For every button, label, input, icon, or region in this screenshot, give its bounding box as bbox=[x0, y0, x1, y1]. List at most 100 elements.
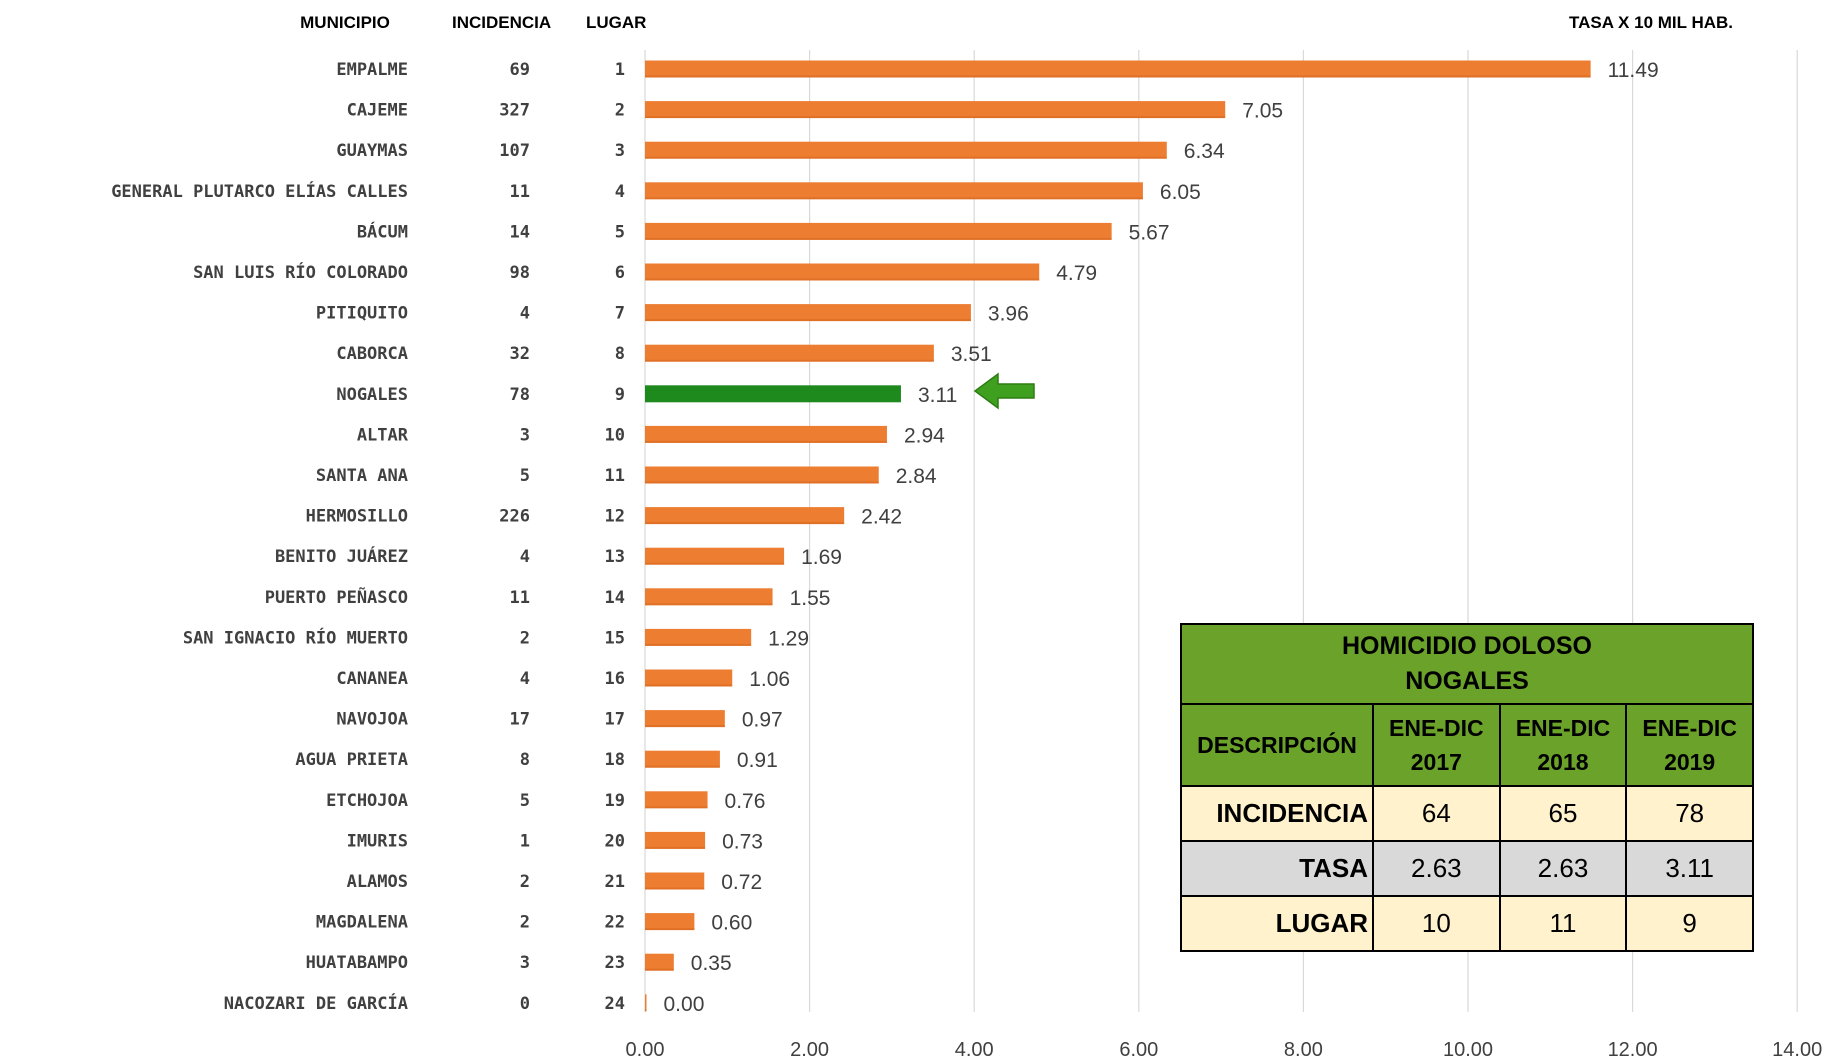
bar-shadow bbox=[645, 562, 785, 565]
x-tick-label: 0.00 bbox=[626, 1039, 665, 1061]
period-year: 2018 bbox=[1537, 749, 1589, 775]
incidencia-value: 5 bbox=[520, 791, 530, 811]
municipio-label: SAN IGNACIO RÍO MUERTO bbox=[183, 626, 408, 648]
table-row-incidencia: INCIDENCIA 64 65 78 bbox=[1180, 785, 1754, 842]
municipio-label: NAVOJOA bbox=[336, 710, 408, 730]
incidencia-value: 226 bbox=[499, 507, 530, 527]
data-label: 1.69 bbox=[801, 546, 842, 569]
table-row-lugar: LUGAR 10 11 9 bbox=[1180, 895, 1754, 952]
bar-shadow bbox=[645, 116, 1226, 119]
chart-row: HERMOSILLO 226 12 2.42 bbox=[306, 506, 902, 529]
chart-row: NACOZARI DE GARCÍA 0 24 0.00 bbox=[224, 992, 705, 1016]
row-label: INCIDENCIA bbox=[1180, 785, 1374, 842]
chart-row: ALAMOS 2 21 0.72 bbox=[347, 871, 763, 894]
period-label: ENE-DIC bbox=[1515, 715, 1611, 741]
municipio-label: HERMOSILLO bbox=[306, 507, 408, 527]
bar-shadow bbox=[645, 643, 752, 646]
data-label: 2.94 bbox=[904, 424, 945, 447]
table-cell: 9 bbox=[1625, 895, 1754, 952]
chart-row: HUATABAMPO 3 23 0.35 bbox=[306, 952, 732, 975]
lugar-value: 3 bbox=[615, 141, 625, 161]
summary-title-line1: HOMICIDIO DOLOSO bbox=[1342, 632, 1592, 660]
bar-shadow bbox=[645, 846, 706, 849]
data-label: 1.29 bbox=[768, 627, 809, 650]
bar bbox=[645, 425, 887, 443]
bar bbox=[645, 953, 674, 971]
incidencia-value: 98 bbox=[510, 263, 530, 283]
incidencia-value: 2 bbox=[520, 913, 530, 933]
period-label: ENE-DIC bbox=[1642, 715, 1737, 741]
lugar-value: 18 bbox=[605, 750, 625, 770]
municipio-label: ALAMOS bbox=[347, 872, 408, 892]
chart-row: MAGDALENA 2 22 0.60 bbox=[316, 912, 752, 935]
chart-row: BENITO JUÁREZ 4 13 1.69 bbox=[275, 545, 842, 569]
municipio-label: MAGDALENA bbox=[316, 913, 408, 933]
bar-shadow bbox=[645, 603, 773, 606]
lugar-value: 1 bbox=[615, 60, 625, 80]
data-label: 5.67 bbox=[1129, 221, 1170, 244]
data-label: 0.76 bbox=[725, 790, 766, 813]
lugar-value: 6 bbox=[615, 263, 625, 283]
summary-title: HOMICIDIO DOLOSO NOGALES bbox=[1180, 623, 1754, 705]
bar-shadow bbox=[645, 725, 725, 728]
data-label: 4.79 bbox=[1056, 262, 1097, 285]
incidencia-value: 4 bbox=[520, 547, 530, 567]
data-label: 2.84 bbox=[896, 465, 937, 488]
bar-shadow bbox=[645, 197, 1143, 200]
chart-row: SAN IGNACIO RÍO MUERTO 2 15 1.29 bbox=[183, 626, 809, 650]
municipio-label: GUAYMAS bbox=[336, 141, 408, 161]
data-label: 0.60 bbox=[711, 912, 752, 935]
data-label: 3.51 bbox=[951, 343, 992, 366]
data-label: 0.00 bbox=[664, 993, 705, 1016]
chart-row: SANTA ANA 5 11 2.84 bbox=[316, 465, 937, 488]
chart-row: NAVOJOA 17 17 0.97 bbox=[336, 709, 782, 732]
bar-shadow bbox=[645, 481, 879, 484]
bar-shadow bbox=[645, 156, 1167, 159]
bar bbox=[645, 141, 1167, 159]
municipio-label: EMPALME bbox=[336, 60, 408, 80]
chart-row: AGUA PRIETA 8 18 0.91 bbox=[295, 749, 777, 772]
incidencia-value: 4 bbox=[520, 669, 530, 689]
lugar-value: 22 bbox=[605, 913, 625, 933]
data-label: 6.34 bbox=[1184, 140, 1225, 163]
municipio-label: GENERAL PLUTARCO ELÍAS CALLES bbox=[111, 180, 408, 202]
bar bbox=[645, 791, 708, 809]
incidencia-value: 11 bbox=[510, 182, 530, 202]
incidencia-value: 14 bbox=[510, 222, 530, 242]
x-tick-label: 10.00 bbox=[1443, 1039, 1493, 1061]
lugar-value: 19 bbox=[605, 791, 625, 811]
chart-row: SAN LUIS RÍO COLORADO 98 6 4.79 bbox=[193, 261, 1097, 285]
incidencia-value: 32 bbox=[510, 344, 530, 364]
municipio-label: ETCHOJOA bbox=[326, 791, 408, 811]
header-lugar: LUGAR bbox=[586, 13, 646, 32]
bar-highlighted bbox=[645, 385, 901, 403]
chart-row: GUAYMAS 107 3 6.34 bbox=[336, 140, 1225, 163]
lugar-value: 5 bbox=[615, 222, 625, 242]
bar bbox=[645, 466, 879, 484]
table-cell: 2.63 bbox=[1372, 840, 1501, 897]
lugar-value: 21 bbox=[605, 872, 625, 892]
municipio-label: CANANEA bbox=[336, 669, 408, 689]
bar bbox=[645, 507, 845, 525]
bar-shadow bbox=[645, 75, 1591, 78]
incidencia-value: 327 bbox=[499, 101, 530, 121]
lugar-value: 24 bbox=[605, 994, 625, 1014]
highlight-arrow-icon bbox=[973, 372, 1035, 410]
bar-shadow bbox=[645, 684, 733, 687]
bar-shadow bbox=[645, 440, 887, 443]
bar bbox=[645, 547, 785, 565]
municipio-label: CAJEME bbox=[347, 101, 408, 121]
municipio-label: NOGALES bbox=[336, 385, 408, 405]
row-label: TASA bbox=[1180, 840, 1374, 897]
chart-row: CANANEA 4 16 1.06 bbox=[336, 668, 790, 691]
bar bbox=[645, 304, 971, 322]
lugar-value: 16 bbox=[605, 669, 625, 689]
incidencia-value: 3 bbox=[520, 425, 530, 445]
incidencia-value: 78 bbox=[510, 385, 530, 405]
data-label: 0.73 bbox=[722, 830, 763, 853]
x-tick-label: 2.00 bbox=[790, 1039, 829, 1061]
data-label: 3.96 bbox=[988, 303, 1029, 326]
municipio-label: BENITO JUÁREZ bbox=[275, 545, 408, 567]
lugar-value: 10 bbox=[605, 425, 625, 445]
